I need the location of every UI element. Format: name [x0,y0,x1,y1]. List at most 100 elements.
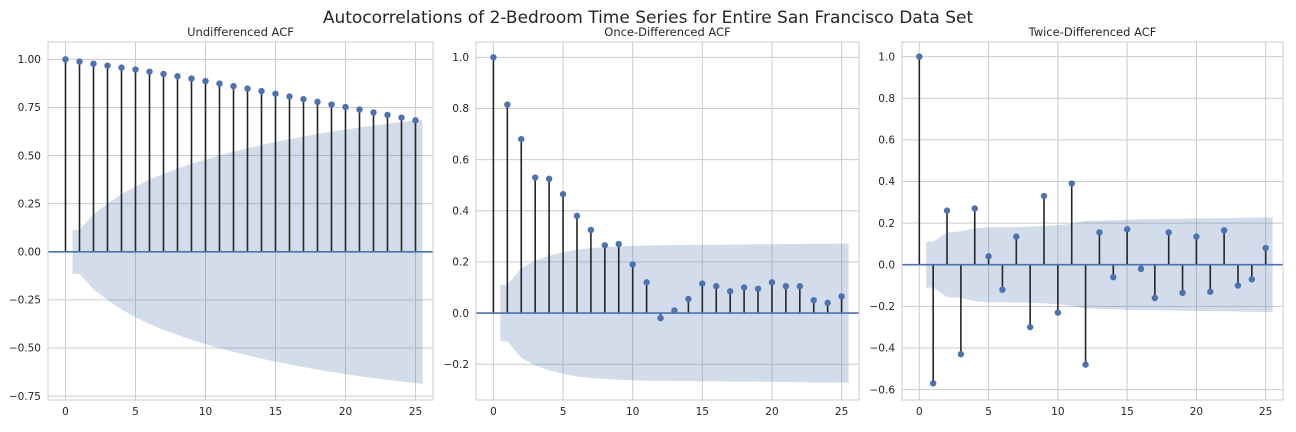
acf-marker [971,205,978,212]
y-tick-label: 0.25 [18,198,41,210]
acf-marker [202,77,209,85]
x-tick-label: 10 [1051,406,1064,418]
acf-marker [699,280,706,287]
acf-marker [1123,226,1131,233]
acf-marker [1040,192,1048,200]
acf-marker [230,82,237,90]
acf-marker [615,240,622,248]
acf-marker [916,53,923,60]
acf-marker [504,101,511,108]
y-tick-label: 0.8 [878,93,895,105]
y-tick-label: −0.4 [870,343,896,355]
y-tick-label: 0.50 [18,150,41,162]
twice-differenced-acf-title: Twice-Differenced ACF [1028,25,1157,39]
y-tick-label: −0.6 [870,384,896,396]
acf-marker [174,73,181,80]
acf-marker [412,117,419,124]
acf-marker [1054,309,1062,316]
acf-marker [356,106,363,113]
acf-marker [398,114,405,121]
x-tick-label: 15 [696,406,709,418]
acf-marker [1220,227,1228,234]
acf-marker [671,307,678,314]
acf-marker [132,66,139,73]
acf-marker [768,279,776,286]
y-tick-label: 0.6 [452,154,469,166]
acf-marker [1179,289,1186,297]
acf-marker [1026,323,1034,331]
y-tick-label: −0.50 [9,343,41,355]
x-tick-label: 25 [1259,406,1272,418]
y-tick-label: 0.2 [452,257,469,269]
y-tick-label: −0.75 [9,391,41,403]
y-tick-label: 0.8 [452,103,469,115]
x-tick-label: 0 [490,406,497,418]
y-tick-label: 0.4 [878,176,895,188]
acf-marker [943,207,951,214]
acf-marker [643,279,650,286]
acf-marker [1110,273,1117,281]
acf-marker [1248,276,1256,283]
acf-marker [754,285,762,292]
y-tick-label: −0.25 [9,295,41,307]
acf-marker [62,56,69,63]
undifferenced-acf-title: Undifferenced ACF [187,25,294,39]
axes-frame [475,41,860,401]
acf-marker [518,135,525,143]
y-tick-label: 0.4 [452,205,469,217]
acf-marker [782,283,790,290]
acf-marker [657,314,664,322]
y-tick-label: 0.00 [18,246,41,258]
acf-panels: 0 5 10 15 20 25−0.75−0.50−0.250.000.250.500.7… [9,25,1284,418]
figure-title: Autocorrelations of 2-Bedroom Time Serie… [323,8,974,28]
acf-marker [286,93,293,100]
acf-marker [545,175,553,183]
x-tick-label: 5 [560,406,567,418]
acf-marker [258,87,265,95]
y-tick-label: 0.6 [878,135,895,147]
x-tick-label: 0 [62,406,69,418]
y-tick-label: 0.0 [878,259,895,271]
acf-marker [1082,361,1089,368]
acf-marker [838,293,845,300]
acf-marker [999,286,1006,293]
y-tick-label: 1.0 [878,51,895,63]
acf-marker [601,242,609,249]
acf-marker [1151,294,1159,302]
y-tick-label: 0.0 [452,308,469,320]
acf-marker [76,58,83,65]
acf-marker [490,54,497,61]
acf-marker [1262,244,1269,252]
acf-marker [1096,229,1103,236]
once-differenced-acf-title: Once-Differenced ACF [604,25,730,39]
acf-marker [384,111,391,119]
twice-differenced-acf-panel: 0 5 10 15 20 25 −0.6 −0.4 −0.2 0.0 0.2 0.4 0.6 0.8 1.0… [870,25,1284,418]
x-tick-label: 0 [916,406,923,418]
acf-marker [244,85,251,92]
y-tick-label: 0.75 [18,102,41,114]
acf-marker [929,380,937,387]
axes-frame [901,41,1284,401]
acf-marker [370,109,377,116]
acf-marker [685,295,692,303]
acf-marker [314,98,321,106]
y-tick-label: 1.0 [452,52,469,64]
x-tick-label: 5 [985,406,992,418]
acf-marker [726,288,734,295]
acf-marker [1207,288,1214,295]
x-tick-label: 15 [1120,406,1133,418]
acf-marker [146,68,153,75]
acf-marker [1193,233,1200,240]
axes-frame [47,41,434,401]
x-tick-label: 10 [626,406,639,418]
acf-marker [573,212,581,220]
x-tick-label: 25 [409,406,422,418]
y-tick-label: 1.00 [18,54,41,66]
acf-marker [188,75,195,82]
acf-marker [104,62,111,69]
acf-marker [90,60,97,67]
y-tick-label: −0.2 [870,301,896,313]
acf-marker [796,283,804,290]
x-tick-label: 20 [1190,406,1203,418]
